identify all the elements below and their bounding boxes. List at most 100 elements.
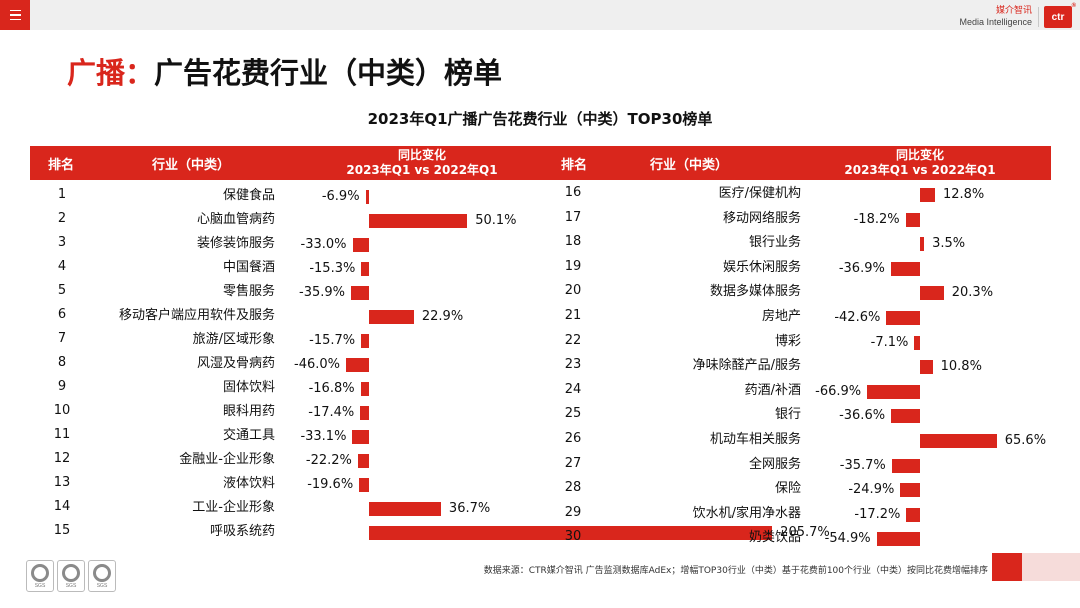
value-label: -19.6% <box>307 477 354 492</box>
industry-name: 零售服务 <box>222 284 275 299</box>
value-label: -33.1% <box>300 429 347 444</box>
bar-mark <box>900 483 920 498</box>
value-label: -66.9% <box>815 383 862 399</box>
value-label: -18.2% <box>853 211 900 227</box>
rank-cell: 7 <box>57 331 67 346</box>
bar-mark <box>876 532 920 547</box>
chart-title: 2023年Q1广播广告花费行业（中类）TOP30榜单 <box>367 110 713 128</box>
rank-cell: 22 <box>564 332 582 348</box>
bar-mark <box>369 502 441 516</box>
bar-mark <box>361 262 369 276</box>
rank-cell: 27 <box>564 455 582 471</box>
value-label: -16.8% <box>308 381 355 396</box>
value-label: -46.0% <box>294 357 340 372</box>
bar-mark <box>351 286 369 300</box>
bar-mark <box>906 507 920 522</box>
industry-name: 眼科用药 <box>222 404 275 419</box>
bar-mark <box>920 434 997 448</box>
industry-name: 风湿及骨病药 <box>196 356 275 371</box>
rank-cell: 24 <box>564 381 582 397</box>
rank-cell: 23 <box>564 357 582 373</box>
bar-mark <box>914 335 920 350</box>
rank-cell: 25 <box>564 406 582 422</box>
brand-logo: 媒介智讯 Media Intelligence ctr ® <box>959 3 1076 28</box>
value-label: -54.9% <box>824 531 871 547</box>
page-title: 广播：广告花费行业（中类）榜单 <box>67 50 502 92</box>
bar-mark <box>920 188 935 202</box>
top-bar: 媒介智讯 Media Intelligence ctr ® <box>0 0 1080 30</box>
industry-name: 交通工具 <box>222 428 275 443</box>
sgs-cert-icon: SGS <box>26 560 54 592</box>
bar-mark <box>369 214 468 228</box>
menu-icon[interactable] <box>0 0 30 30</box>
sgs-cert-icon: SGS <box>88 560 116 592</box>
bar-mark <box>369 310 414 324</box>
industry-name: 药酒/补酒 <box>744 382 801 398</box>
rank-cell: 10 <box>53 403 71 418</box>
page-title-accent: 广播： <box>67 56 155 90</box>
industry-name: 全网服务 <box>748 456 801 472</box>
industry-name: 保险 <box>774 481 801 497</box>
industry-name: 旅游/区域形象 <box>192 332 275 347</box>
certification-badges: SGS SGS SGS <box>26 560 116 592</box>
header-change-line2: 2023年Q1 vs 2022年Q1 <box>844 163 996 177</box>
bar-mark <box>905 212 920 227</box>
industry-name: 房地产 <box>761 309 801 324</box>
industry-name: 数据多媒体服务 <box>709 284 801 300</box>
industry-name: 液体饮料 <box>222 476 275 491</box>
rank-cell: 17 <box>564 209 582 225</box>
industry-name: 医疗/保健机构 <box>718 186 801 201</box>
bar-mark <box>920 360 933 375</box>
value-label: -33.0% <box>300 237 347 252</box>
rank-cell: 18 <box>564 234 582 250</box>
value-label: 65.6% <box>1004 433 1047 448</box>
industry-name: 银行 <box>774 407 801 423</box>
sgs-cert-icon: SGS <box>57 560 85 592</box>
bar-mark <box>886 311 920 325</box>
rank-cell: 15 <box>53 523 71 538</box>
ctr-logo-icon: ctr ® <box>1044 3 1076 28</box>
rank-cell: 2 <box>57 211 67 226</box>
value-label: -22.2% <box>305 453 352 468</box>
bar-mark <box>891 409 920 424</box>
rank-cell: 3 <box>57 235 67 250</box>
table-header-right: 排名 行业（中类） 同比变化 2023年Q1 vs 2022年Q1 <box>555 146 1051 180</box>
rank-cell: 6 <box>57 307 67 322</box>
header-change-line2: 2023年Q1 vs 2022年Q1 <box>346 163 498 177</box>
header-change-line1: 同比变化 <box>397 148 446 162</box>
value-label: -15.3% <box>309 261 356 276</box>
value-label: 205.7% <box>780 525 830 540</box>
value-label: -15.7% <box>309 333 356 348</box>
brand-name-en: Media Intelligence <box>959 17 1032 27</box>
bar-mark <box>352 238 369 252</box>
rank-cell: 9 <box>57 379 67 394</box>
value-label: -17.2% <box>854 506 901 522</box>
bar-mark <box>867 384 920 399</box>
bar-mark <box>920 286 944 301</box>
bar-mark <box>346 358 369 372</box>
bar-mark <box>890 261 920 276</box>
industry-name: 银行业务 <box>748 235 801 251</box>
cert-label: SGS <box>65 582 77 589</box>
rank-cell: 13 <box>53 475 71 490</box>
rank-cell: 30 <box>564 529 582 545</box>
table-header-left: 排名 行业（中类） 同比变化 2023年Q1 vs 2022年Q1 <box>30 146 555 180</box>
value-label: 22.9% <box>421 309 464 324</box>
cert-label: SGS <box>96 582 108 589</box>
value-label: 12.8% <box>942 187 985 202</box>
header-industry: 行业（中类） <box>152 157 231 173</box>
bar-mark <box>361 334 369 348</box>
value-label: -17.4% <box>308 405 355 420</box>
industry-name: 心脑血管病药 <box>196 212 275 227</box>
header-rank: 排名 <box>47 157 74 173</box>
value-label: 36.7% <box>448 501 491 516</box>
header-change: 同比变化 2023年Q1 vs 2022年Q1 <box>830 146 1010 180</box>
page-title-main: 广告花费行业（中类）榜单 <box>154 56 503 90</box>
bar-mark <box>359 478 369 492</box>
bar-mark <box>891 458 920 473</box>
value-label: 10.8% <box>940 359 982 375</box>
footer-accent-block <box>992 553 1022 581</box>
rank-cell: 28 <box>564 480 582 496</box>
header-change: 同比变化 2023年Q1 vs 2022年Q1 <box>328 146 516 180</box>
bar-mark <box>360 406 369 420</box>
